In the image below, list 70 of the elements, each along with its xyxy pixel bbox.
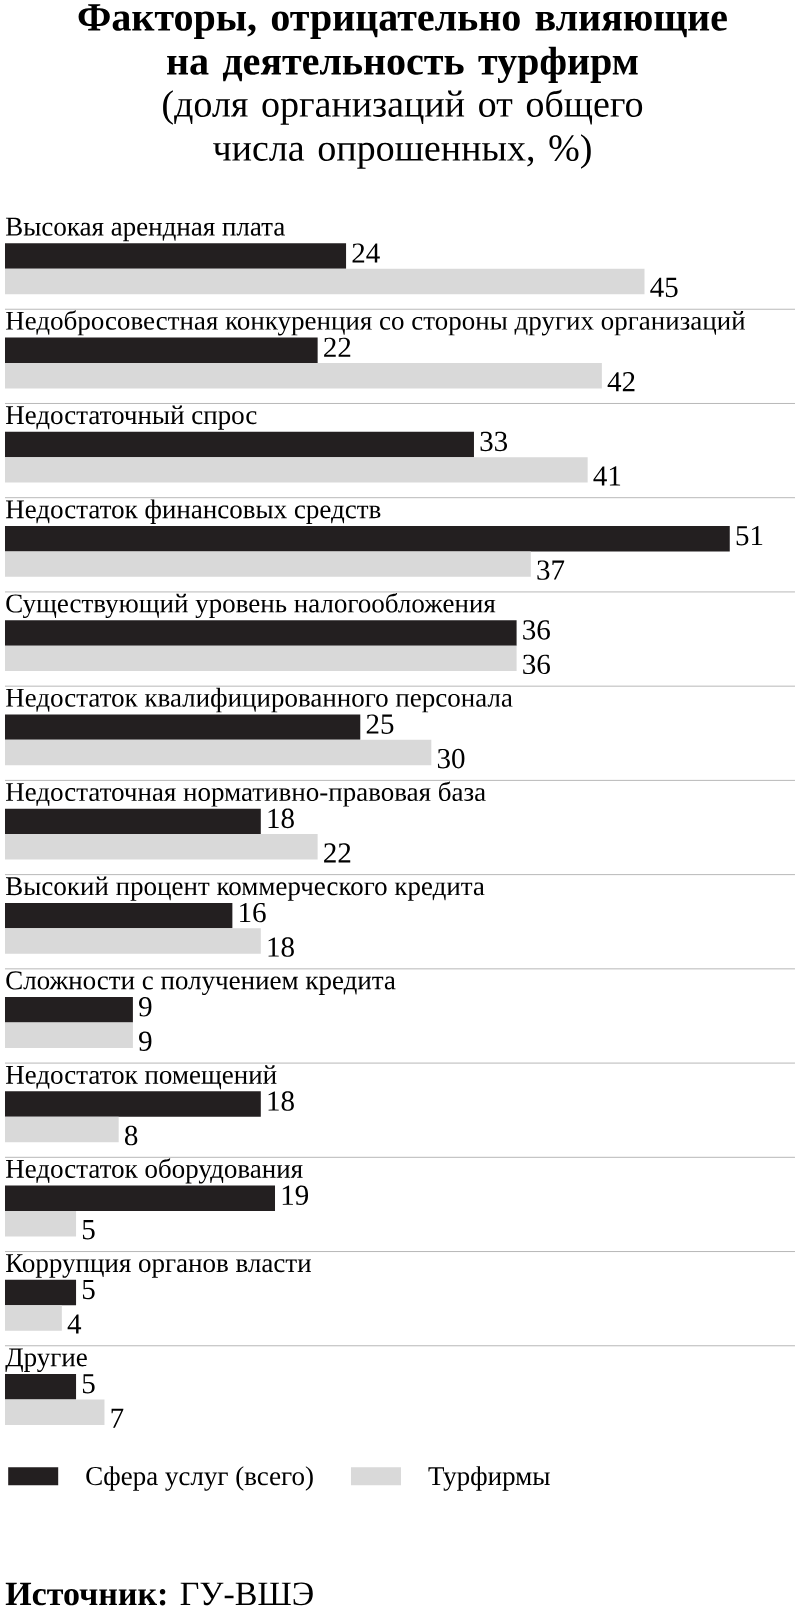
data-label: 4 bbox=[67, 1314, 82, 1334]
bar bbox=[5, 337, 318, 363]
data-label: 19 bbox=[282, 1185, 309, 1206]
legend-label: Сфера услуг (всего) bbox=[86, 1466, 313, 1491]
y-tick-label: Другие bbox=[5, 1348, 87, 1372]
data-label: 37 bbox=[537, 560, 565, 580]
bar bbox=[5, 645, 517, 672]
y-tick-label: Недостаток финансовых средств bbox=[5, 499, 381, 524]
y-tick-label: Недостаточный спрос bbox=[5, 405, 257, 430]
data-label: 24 bbox=[352, 243, 380, 263]
data-label: 22 bbox=[324, 843, 351, 863]
bar bbox=[5, 362, 602, 389]
data-label: 9 bbox=[139, 997, 152, 1017]
y-tick-label: Коррупция органов власти bbox=[5, 1254, 311, 1278]
y-tick-label: Сложности с получением кредита bbox=[6, 971, 396, 996]
y-tick-label: Недостаток оборудования bbox=[5, 1158, 303, 1184]
legend-label: Турфирмы bbox=[428, 1466, 550, 1491]
bar bbox=[5, 525, 730, 552]
data-label: 45 bbox=[650, 277, 678, 298]
chart-title: Факторы, отрицательно влияющие на деятельность турфирм bbox=[78, 4, 727, 84]
bar bbox=[5, 551, 531, 577]
data-label: 5 bbox=[82, 1279, 95, 1300]
y-tick-label: Высокая арендная плата bbox=[5, 217, 285, 242]
bar bbox=[5, 1091, 261, 1117]
data-label: 36 bbox=[523, 654, 550, 675]
y-tick-label: Недостаток квалифицированного персонала bbox=[5, 687, 513, 713]
data-label: 18 bbox=[268, 937, 294, 957]
text: Источник: ГУ-ВШЭ bbox=[5, 1582, 313, 1606]
y-tick-label: Недобросовестная конкуренция со стороны других организаций bbox=[5, 310, 745, 336]
data-label: 30 bbox=[437, 748, 465, 769]
bar bbox=[5, 268, 645, 295]
y-tick-label: Недостаточная нормативно-правовая база bbox=[5, 781, 486, 807]
bar bbox=[5, 1116, 119, 1143]
bar bbox=[5, 431, 474, 458]
bar bbox=[5, 1022, 133, 1048]
data-label: 16 bbox=[240, 902, 266, 923]
bar bbox=[5, 1279, 77, 1306]
data-label: 51 bbox=[736, 525, 763, 546]
bar bbox=[5, 714, 361, 740]
data-label: 42 bbox=[607, 372, 635, 392]
bar bbox=[5, 928, 261, 954]
bar bbox=[5, 739, 432, 766]
data-label: 33 bbox=[480, 431, 508, 452]
bar bbox=[5, 620, 517, 646]
data-label: 7 bbox=[111, 1408, 124, 1428]
bar bbox=[5, 997, 133, 1023]
bar bbox=[5, 243, 347, 269]
data-label: 18 bbox=[268, 808, 294, 829]
bar bbox=[5, 1305, 62, 1331]
data-label: 22 bbox=[324, 337, 351, 357]
data-label: 5 bbox=[82, 1374, 95, 1394]
bar bbox=[5, 902, 233, 929]
y-tick-label: Недостаток помещений bbox=[5, 1065, 277, 1090]
chart-subtitle: (доля организаций от общего числа опрошенных, %) bbox=[163, 89, 643, 169]
data-label: 5 bbox=[82, 1220, 95, 1240]
y-tick-label: Высокий процент коммерческого кредита bbox=[5, 876, 485, 901]
data-label: 18 bbox=[268, 1091, 294, 1111]
bar bbox=[5, 834, 318, 860]
data-label: 41 bbox=[593, 466, 621, 486]
y-tick-label: Существующий уровень налогообложения bbox=[6, 592, 496, 619]
bar bbox=[5, 808, 261, 835]
data-label: 8 bbox=[124, 1125, 138, 1146]
bar bbox=[5, 457, 588, 483]
bar bbox=[5, 1399, 105, 1425]
bar bbox=[5, 1374, 77, 1400]
bar bbox=[5, 1211, 77, 1237]
data-label: 25 bbox=[366, 714, 394, 734]
data-label: 36 bbox=[523, 620, 550, 640]
bar bbox=[5, 1185, 276, 1212]
data-label: 9 bbox=[139, 1031, 152, 1052]
